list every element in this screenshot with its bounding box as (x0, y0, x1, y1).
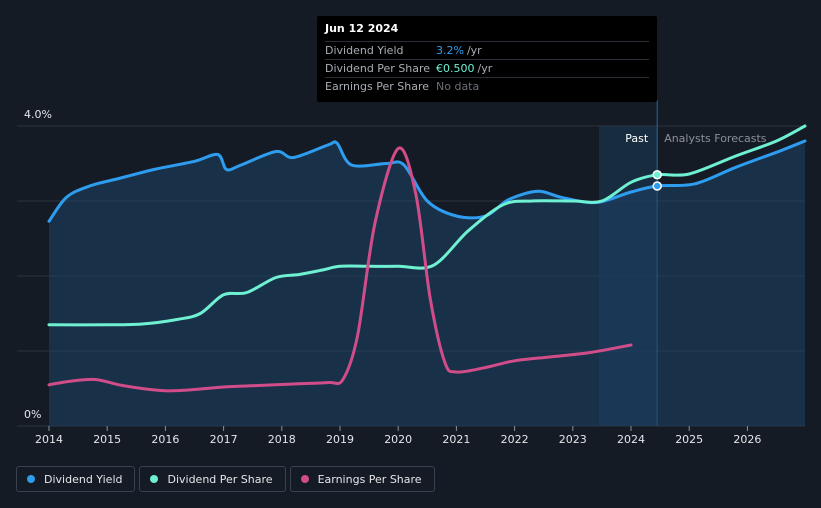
tooltip-row-value: No data (436, 80, 480, 93)
dividend-yield-marker (652, 181, 662, 191)
x-tick-label: 2019 (326, 433, 354, 446)
x-tick-label: 2017 (210, 433, 238, 446)
tooltip-row-label: Dividend Per Share (325, 62, 431, 75)
legend-dot-icon (300, 475, 309, 483)
x-tick-label: 2024 (617, 433, 645, 446)
x-tick-label: 2020 (384, 433, 412, 446)
tooltip-row-value: 3.2% (436, 44, 464, 57)
x-tick-label: 2015 (93, 433, 121, 446)
earnings-per-share-line (47, 146, 633, 393)
x-tick-label: 2022 (501, 433, 529, 446)
legend-label: Dividend Per Share (167, 472, 273, 486)
legend-item-dividend-per-share[interactable]: Dividend Per Share (139, 466, 286, 492)
x-tick-label: 2021 (442, 433, 470, 446)
tooltip-row-value: €0.500 (436, 62, 475, 75)
tooltip-row-unit: /yr (466, 44, 482, 57)
dividend-per-share-marker (652, 170, 662, 180)
legend-item-dividend-yield[interactable]: Dividend Yield (16, 466, 136, 492)
legend-label: Earnings Per Share (317, 472, 422, 486)
forecast-label: Analysts Forecasts (664, 132, 767, 145)
y-axis-max-label: 4.0% (24, 108, 52, 121)
x-tick-label: 2014 (35, 433, 63, 446)
x-axis: 2014 2015 2016 2017 2018 2019 2020 2021 2022 2023… (35, 426, 761, 446)
legend-dot-icon (27, 475, 35, 483)
x-tick-label: 2026 (733, 433, 761, 446)
tooltip-row-dividend-per-share: Dividend Per Share €0.500 /yr (325, 59, 649, 77)
x-tick-label: 2018 (268, 433, 296, 446)
legend-item-earnings-per-share[interactable]: Earnings Per Share (289, 466, 435, 492)
x-tick-label: 2016 (151, 433, 179, 446)
chart-legend: Dividend Yield Dividend Per Share Earnin… (16, 466, 435, 494)
data-tooltip: Jun 12 2024 Dividend Yield 3.2% /yr Divi… (317, 16, 657, 102)
tooltip-row-unit: /yr (477, 62, 493, 75)
tooltip-row-earnings-per-share: Earnings Per Share No data (325, 77, 649, 95)
tooltip-row-label: Earnings Per Share (325, 80, 430, 93)
y-axis-min-label: 0% (24, 408, 41, 421)
legend-label: Dividend Yield (44, 472, 123, 486)
past-label: Past (625, 132, 649, 145)
x-tick-label: 2023 (559, 433, 587, 446)
x-tick-label: 2025 (675, 433, 703, 446)
tooltip-row-dividend-yield: Dividend Yield 3.2% /yr (325, 41, 649, 59)
tooltip-row-label: Dividend Yield (325, 44, 404, 57)
dividend-yield-line (47, 139, 807, 223)
tooltip-date: Jun 12 2024 (325, 22, 399, 35)
legend-dot-icon (150, 475, 159, 483)
